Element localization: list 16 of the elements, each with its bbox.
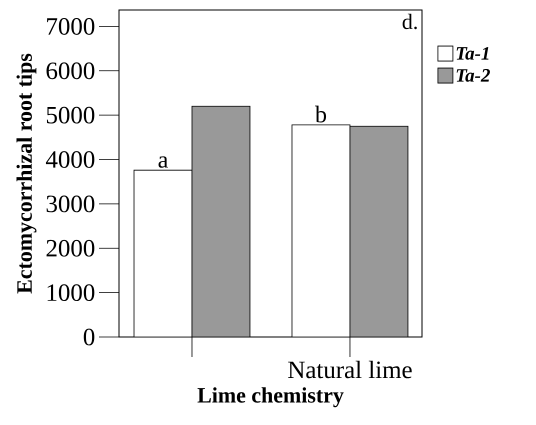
y-tick-label: 2000 (46, 240, 94, 257)
y-tick-label: 5000 (46, 106, 94, 124)
y-tick-label: 1000 (48, 284, 94, 302)
y-tick-label: 6000 (46, 62, 94, 80)
legend-label: Ta-2 (456, 69, 490, 82)
text: Ta-1 (456, 47, 488, 60)
annotation: d. (402, 14, 417, 30)
annotation: b (315, 106, 326, 123)
x-axis-title: Lime chemistry (198, 387, 344, 408)
y-tick-label: 7000 (47, 18, 94, 35)
x-tick-label: Natural lime (288, 360, 412, 378)
y-tick-label: 3000 (46, 195, 94, 212)
y-tick-label: 0 (84, 328, 94, 346)
annotation: a (158, 156, 168, 168)
y-tick-label: 4000 (46, 151, 94, 168)
y-axis-title: Ectomycorrhizal root tips (16, 54, 36, 294)
